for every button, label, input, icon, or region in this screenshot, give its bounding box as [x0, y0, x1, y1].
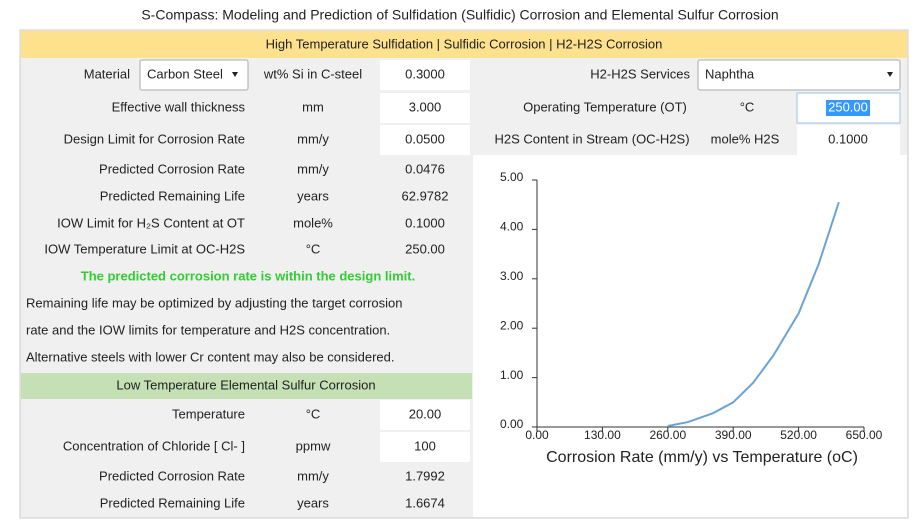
row-value: 3.000 [409, 99, 442, 114]
row-label: IOW Limit for H₂S Content at OT [57, 215, 245, 230]
select-arrow [887, 72, 893, 77]
row-value: 20.00 [409, 406, 442, 421]
services-select[interactable] [697, 59, 901, 91]
row-label: Predicted Remaining Life [100, 495, 245, 510]
x-tick-label: 390.00 [715, 428, 752, 442]
si-label: wt% Si in C-steel [263, 66, 362, 81]
h2s-label: H2S Content in Stream (OC-H2S) [494, 131, 689, 146]
x-tick-label: 0.00 [525, 428, 549, 442]
row-label: Concentration of Chloride [ Cl- ] [63, 438, 245, 453]
note-line: rate and the IOW limits for temperature … [26, 322, 390, 337]
sulfidation-header: High Temperature Sulfidation | Sulfidic … [266, 36, 663, 51]
row-label: Effective wall thickness [112, 99, 246, 114]
x-tick-label: 650.00 [846, 428, 883, 442]
selection-highlight [826, 100, 870, 116]
material-label: Material [84, 66, 130, 81]
row-value: 1.6674 [405, 495, 445, 510]
row-label: IOW Temperature Limit at OC-H2S [44, 241, 245, 256]
row-unit: years [297, 495, 329, 510]
status-message: The predicted corrosion rate is within t… [81, 268, 415, 283]
row-value: 0.0500 [405, 131, 445, 146]
row-input[interactable] [380, 93, 470, 123]
si-value: 0.3000 [405, 66, 445, 81]
x-tick-label: 130.00 [584, 428, 621, 442]
row-value: 0.1000 [405, 215, 445, 230]
row-unit: °C [306, 241, 321, 256]
y-tick-label: 5.00 [500, 170, 524, 184]
services-label: H2-H2S Services [590, 66, 690, 81]
row-unit: °C [306, 406, 321, 421]
row-label: Predicted Remaining Life [100, 188, 245, 203]
row-unit: mm [302, 99, 324, 114]
row-value: 100 [414, 438, 436, 453]
x-tick-label: 520.00 [780, 428, 817, 442]
h2s-input[interactable] [797, 125, 900, 155]
material-value: Carbon Steel [147, 66, 223, 81]
h2s-value: 0.1000 [828, 131, 868, 146]
elemental-header: Low Temperature Elemental Sulfur Corrosi… [116, 377, 375, 392]
note-line: Remaining life may be optimized by adjus… [26, 295, 402, 310]
sulfidation-header-bar [21, 31, 907, 58]
services-value: Naphtha [705, 66, 755, 81]
row-value: 250.00 [405, 241, 445, 256]
page-title: S-Compass: Modeling and Prediction of Su… [141, 7, 778, 23]
row-unit: years [297, 188, 329, 203]
row-input[interactable] [380, 125, 470, 155]
row-value: 1.7992 [405, 468, 445, 483]
elemental-header-bar [21, 373, 472, 399]
select-arrow [232, 72, 238, 77]
operating-label: Operating Temperature (OT) [523, 99, 687, 114]
row-input[interactable] [380, 400, 470, 430]
si-input[interactable] [380, 60, 470, 90]
row-label: Predicted Corrosion Rate [99, 161, 245, 176]
operating-value: 250.00 [828, 99, 868, 114]
note-line: Alternative steels with lower Cr content… [26, 349, 395, 364]
row-value: 62.9782 [402, 188, 449, 203]
y-tick-label: 3.00 [500, 269, 524, 283]
row-label: Design Limit for Corrosion Rate [64, 131, 245, 146]
row-unit: mole% [293, 215, 333, 230]
row-label: Predicted Corrosion Rate [99, 468, 245, 483]
data-line [667, 201, 840, 427]
row-label: Temperature [172, 406, 245, 421]
h2s-unit: mole% H2S [711, 131, 780, 146]
operating-unit: °C [740, 99, 755, 114]
row-input[interactable] [380, 432, 470, 462]
row-unit: ppmw [296, 438, 331, 453]
y-tick-label: 2.00 [500, 318, 524, 332]
x-tick-label: 260.00 [649, 428, 686, 442]
row-unit: mm/y [297, 161, 329, 176]
row-unit: mm/y [297, 468, 329, 483]
row-value: 0.0476 [405, 161, 445, 176]
row-unit: mm/y [297, 131, 329, 146]
y-tick-label: 0.00 [500, 417, 524, 431]
y-tick-label: 4.00 [500, 220, 524, 234]
x-axis-title: Corrosion Rate (mm/y) vs Temperature (oC… [546, 449, 858, 466]
y-tick-label: 1.00 [500, 368, 524, 382]
material-select[interactable] [139, 59, 249, 91]
